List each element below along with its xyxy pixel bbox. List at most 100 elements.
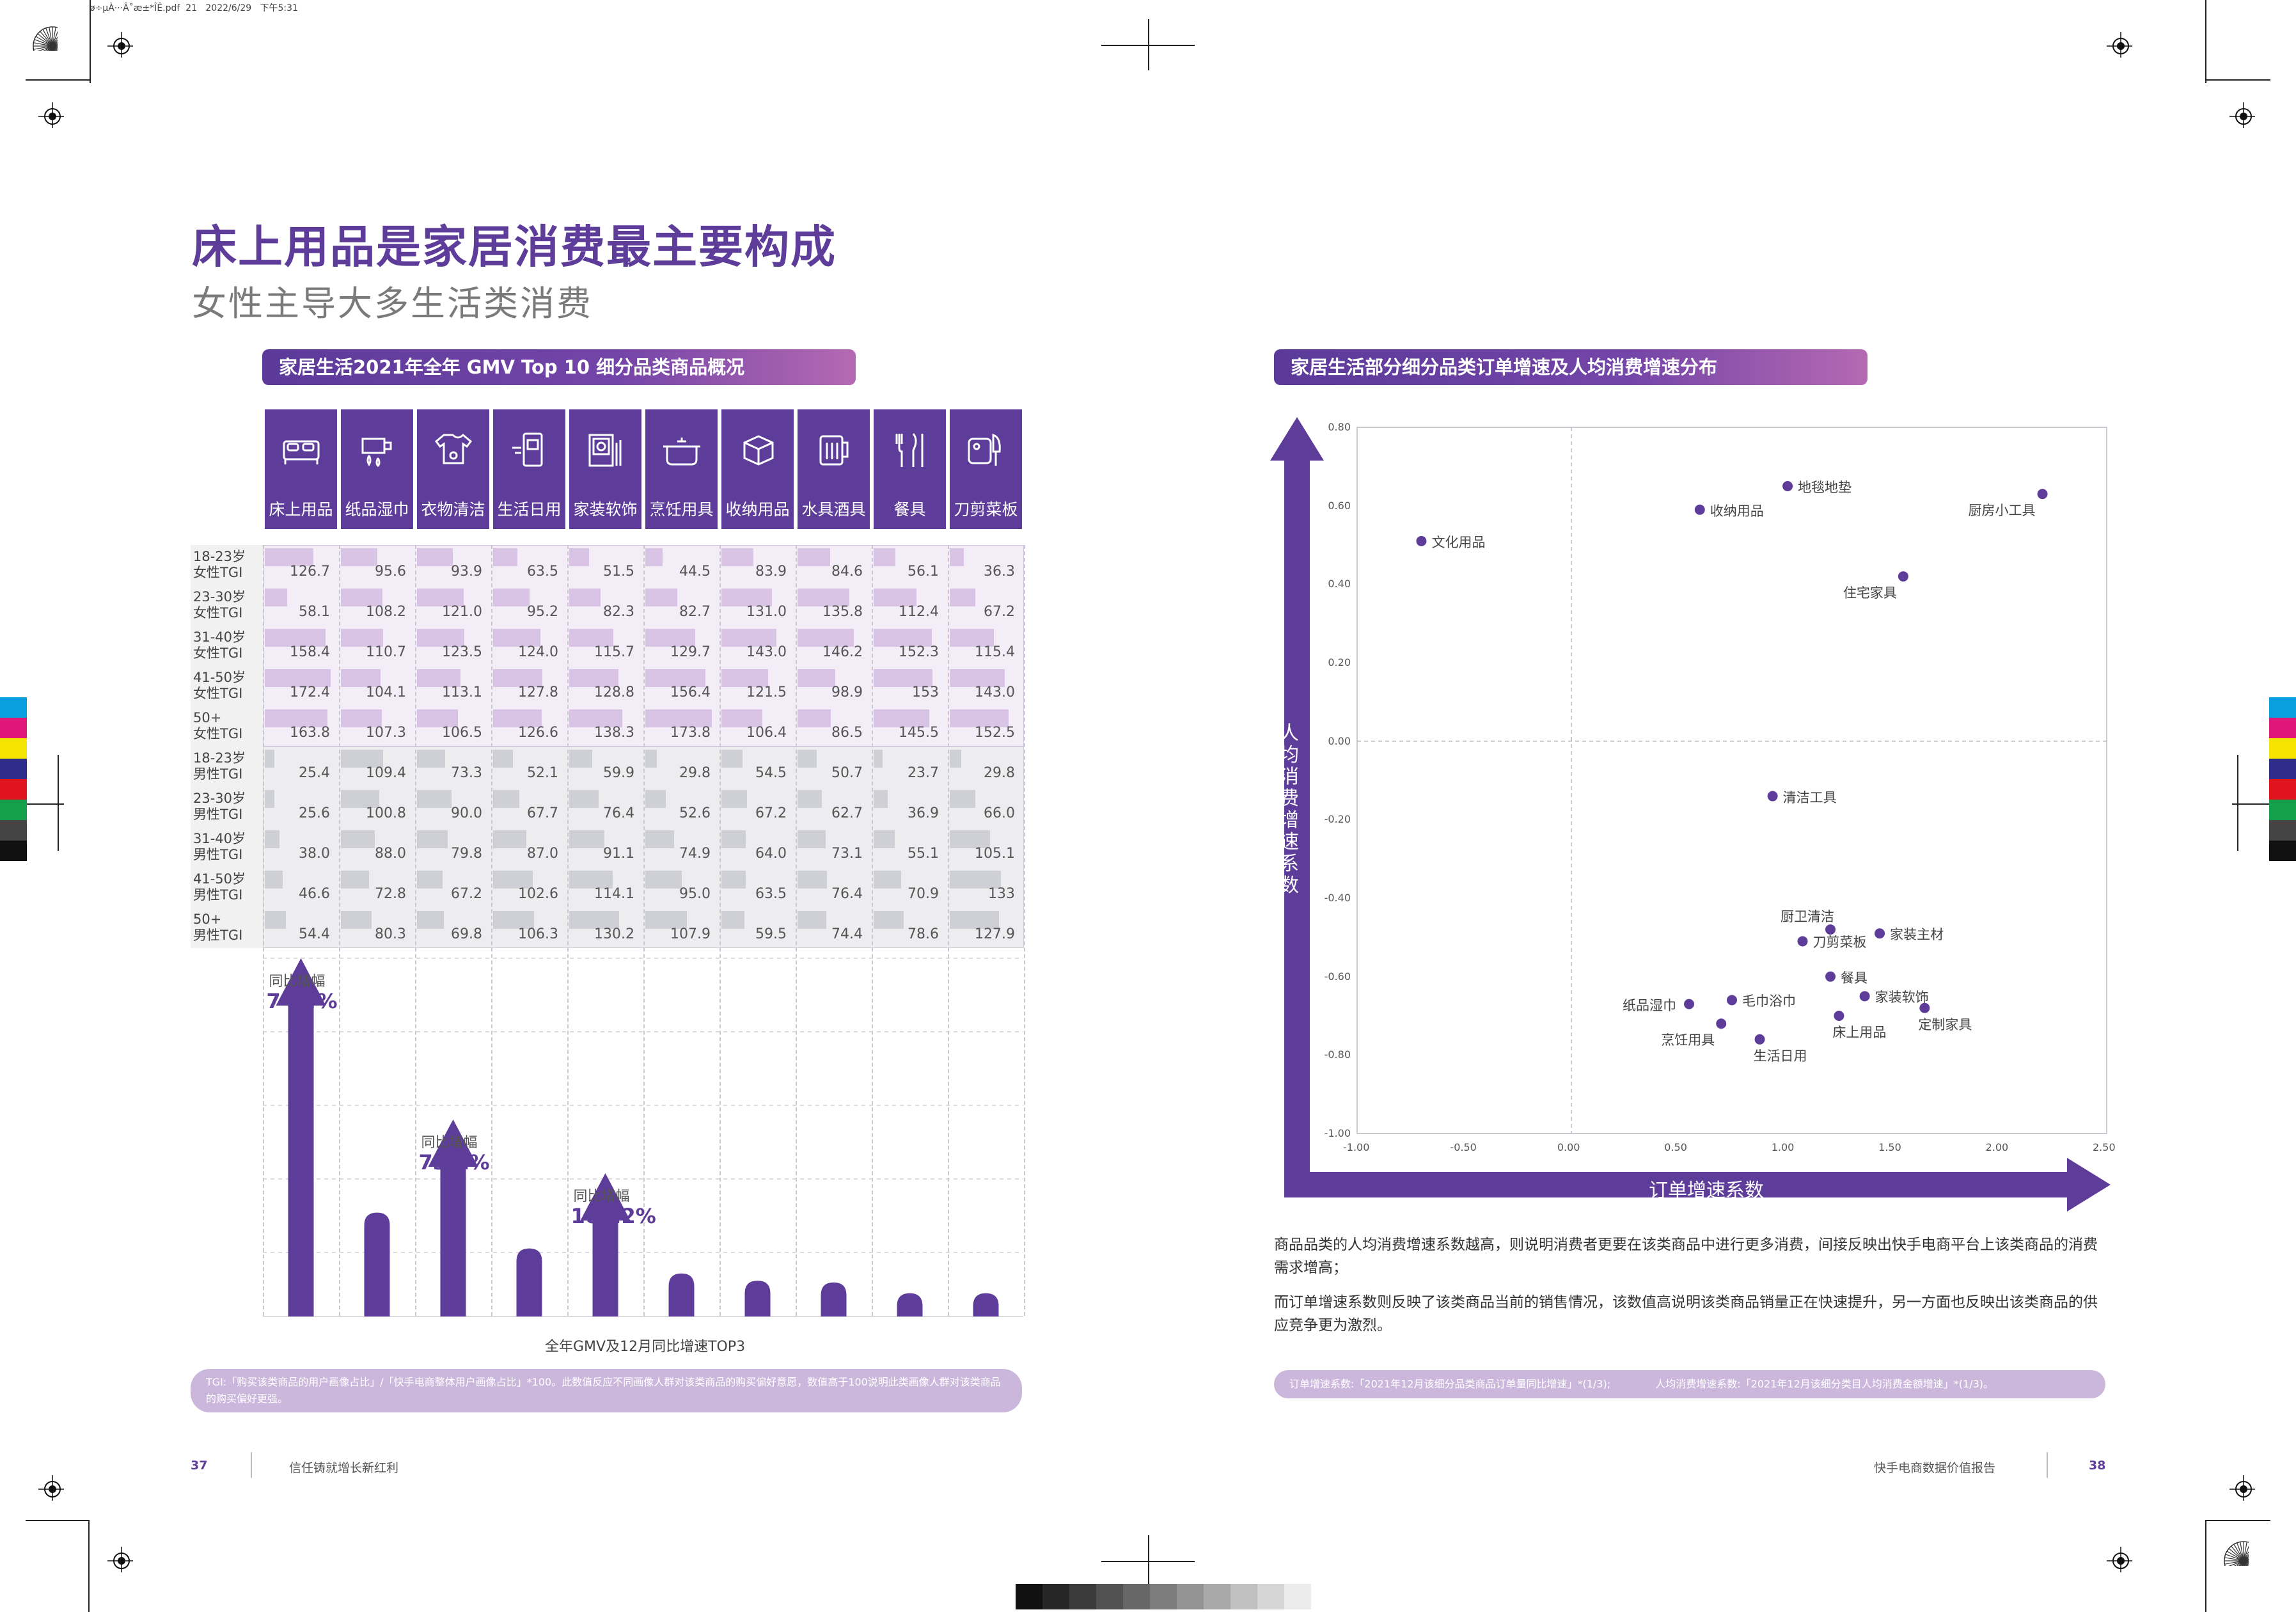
tgi-cell: 109.4 (339, 747, 415, 786)
tgi-cell: 143.0 (719, 626, 796, 665)
tgi-bar (950, 790, 975, 808)
tgi-bar (798, 669, 835, 687)
page-subtitle: 女性主导大多生活类消费 (192, 283, 593, 324)
scatter-point-label: 毛巾浴巾 (1742, 993, 1796, 1009)
tgi-cell: 146.2 (796, 626, 872, 665)
tgi-cell: 115.7 (567, 626, 643, 665)
scatter-point (1825, 971, 1836, 982)
crop-mark (26, 79, 90, 81)
row-label-gender: 男性TGI (193, 807, 243, 822)
tgi-value: 76.4 (603, 805, 634, 821)
tgi-cell: 55.1 (872, 827, 948, 867)
tgi-bar (874, 709, 929, 727)
gray-swatch (1069, 1584, 1096, 1609)
y-axis-label-char: 增 (1280, 809, 1299, 832)
tgi-value: 121.5 (746, 684, 787, 700)
tgi-value: 98.9 (831, 684, 863, 700)
right-page-number: 38 (2089, 1458, 2106, 1473)
growth-percent: 101.2% (570, 1204, 656, 1228)
tgi-cell: 56.1 (872, 545, 948, 585)
tgi-value: 108.2 (366, 604, 406, 620)
tgi-bar (265, 790, 274, 808)
tgi-value: 36.3 (984, 564, 1015, 580)
tgi-bar (493, 709, 542, 727)
y-tick-label: 0.40 (1328, 578, 1351, 590)
row-label: 50+ 女性TGI (193, 710, 263, 742)
column-separator (643, 545, 645, 1316)
tgi-cell: 93.9 (415, 545, 491, 585)
scatter-point-label: 餐具 (1841, 970, 1868, 986)
tgi-cell: 23.7 (872, 747, 948, 786)
category-header: 衣物清洁 (417, 409, 489, 529)
gray-swatch (1150, 1584, 1177, 1609)
tgi-value: 83.9 (755, 564, 787, 580)
tgi-bar (721, 709, 762, 727)
row-label-background (191, 545, 263, 948)
y-tick-label: 0.60 (1328, 499, 1351, 512)
color-swatch (2269, 697, 2296, 718)
tgi-bar (950, 871, 1001, 889)
tgi-bar (950, 830, 990, 848)
tgi-bar (493, 790, 519, 808)
tgi-bar (341, 629, 383, 647)
tgi-cell: 36.9 (872, 787, 948, 826)
tgi-value: 107.9 (670, 926, 711, 942)
left-section-header: 家居生活2021年全年 GMV Top 10 细分品类商品概况 (262, 349, 856, 385)
tgi-cell: 152.3 (872, 626, 948, 665)
color-swatch (2269, 738, 2296, 759)
color-swatch (0, 697, 27, 718)
gmv-arrow-bar (428, 1119, 478, 1316)
file-info: ø÷µÀ···Â˚æ±*ÎÊ.pdf 21 2022/6/29 下午5:31 (90, 3, 298, 13)
tgi-value: 23.7 (908, 765, 939, 781)
tgi-bar (798, 589, 849, 606)
tgi-value: 114.1 (594, 886, 634, 902)
color-swatch (0, 759, 27, 779)
gmv-arrow-bar (276, 958, 326, 1316)
tgi-cell: 83.9 (719, 545, 796, 585)
tgi-value: 105.1 (975, 846, 1015, 862)
tgi-bar (721, 629, 776, 647)
tgi-cell: 110.7 (339, 626, 415, 665)
scatter-point-label: 住宅家具 (1843, 585, 1897, 601)
tgi-cell: 114.1 (567, 867, 643, 907)
tgi-value: 173.8 (670, 725, 711, 741)
row-label-gender: 女性TGI (193, 686, 243, 701)
tgi-value: 55.1 (908, 846, 939, 862)
tgi-cell: 51.5 (567, 545, 643, 585)
explanation-paragraph-1: 商品品类的人均消费增速系数越高，则说明消费者更要在该类商品中进行更多消费，间接反… (1274, 1237, 2098, 1276)
tgi-value: 67.7 (527, 805, 558, 821)
scatter-point-label: 烹饪用具 (1661, 1032, 1715, 1048)
tgi-value: 102.6 (518, 886, 558, 902)
tgi-bar (798, 830, 826, 848)
color-swatch (0, 779, 27, 800)
category-label: 餐具 (893, 500, 926, 519)
tgi-bar (721, 911, 744, 929)
tgi-value: 72.8 (375, 886, 406, 902)
tgi-bar (569, 871, 613, 889)
scatter-point-label: 厨卫清洁 (1781, 909, 1835, 925)
color-swatch (2269, 800, 2296, 820)
scatter-point (1919, 1002, 1930, 1013)
gray-scale-bar (1016, 1584, 1311, 1609)
crop-mark (2205, 0, 2206, 83)
tgi-cell: 126.7 (263, 545, 339, 585)
color-swatch (0, 820, 27, 841)
tgi-cell: 78.6 (872, 908, 948, 947)
row-label-gender: 男性TGI (193, 766, 243, 782)
tgi-note: TGI:「购买该类商品的用户画像占比」/「快手电商整体用户画像占比」*100。此… (191, 1369, 1022, 1412)
category-label: 生活日用 (497, 500, 562, 519)
tgi-cell: 66.0 (948, 787, 1024, 826)
tgi-cell: 107.9 (643, 908, 719, 947)
row-label-age: 18-23岁 (193, 549, 246, 564)
tgi-bar (798, 709, 831, 727)
tgi-value: 56.1 (908, 564, 939, 580)
star-target-mark (33, 26, 58, 51)
tgi-value: 106.5 (442, 725, 482, 741)
tgi-cell: 67.2 (415, 867, 491, 907)
tgi-value: 95.6 (375, 564, 406, 580)
explanation-paragraph-2: 而订单增速系数则反映了该类商品当前的销售情况，该数值高说明该类商品销量正在快速提… (1274, 1294, 2098, 1334)
tgi-value: 135.8 (822, 604, 863, 620)
crop-mark (2237, 755, 2238, 851)
tgi-cell: 52.1 (491, 747, 567, 786)
tgi-cell: 127.9 (948, 908, 1024, 947)
